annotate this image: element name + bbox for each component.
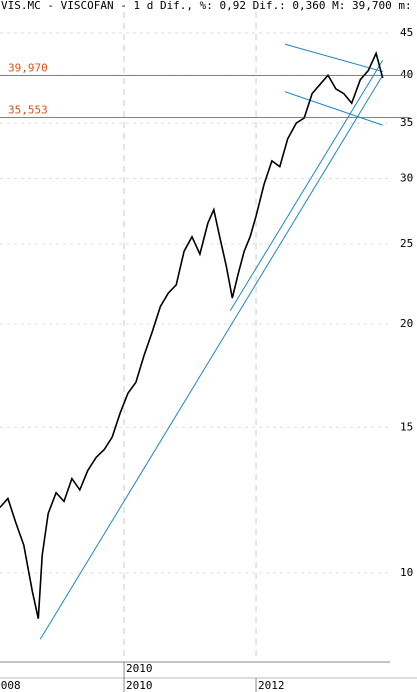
y-tick-label: 10 <box>400 566 413 579</box>
x-tick-label: 2012 <box>258 679 285 692</box>
y-tick-label: 25 <box>400 237 413 250</box>
price-line <box>0 51 384 619</box>
y-tick-label: 30 <box>400 171 413 184</box>
x-tick-label: 2010 <box>126 679 153 692</box>
y-tick-label: 40 <box>400 68 413 81</box>
x-tick-label: 2008 <box>0 679 21 692</box>
trend-line <box>39 74 384 640</box>
level-label: 39,970 <box>8 61 48 74</box>
y-tick-label: 45 <box>400 26 413 39</box>
trend-line <box>284 91 383 126</box>
level-label: 35,553 <box>8 103 48 116</box>
y-tick-label: 35 <box>400 116 413 129</box>
y-tick-label: 15 <box>400 420 413 433</box>
trend-line <box>229 59 384 311</box>
trend-line <box>284 43 383 73</box>
y-tick-label: 20 <box>400 317 413 330</box>
period-marker-label: 2010 <box>126 662 153 675</box>
chart-title: VIS.MC - VISCOFAN - 1 d Dif., %: 0,92 Di… <box>1 0 417 12</box>
